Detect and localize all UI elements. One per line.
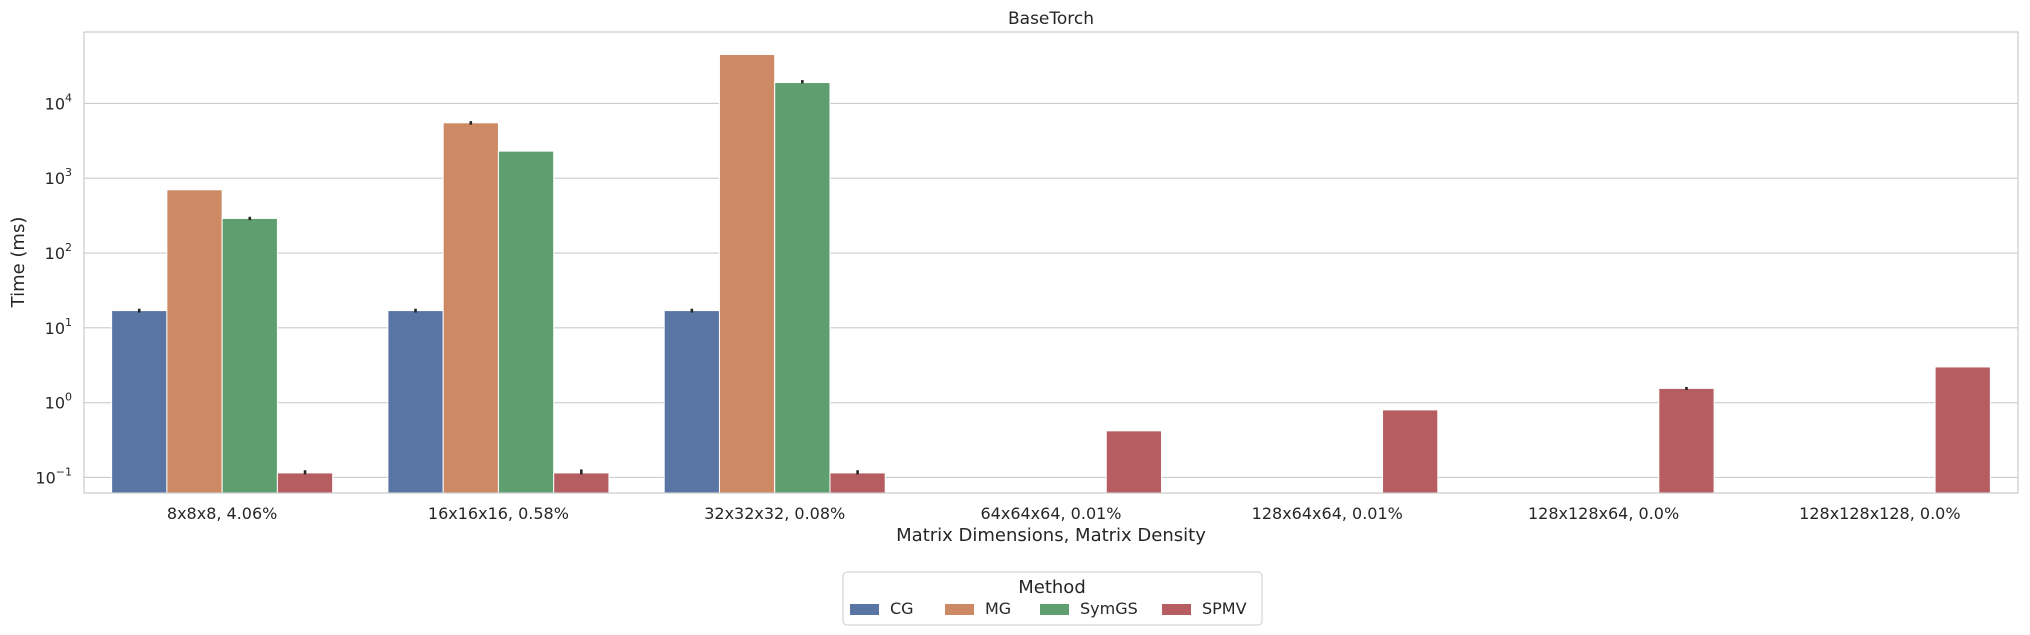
plot-background: [84, 32, 2018, 493]
bar-spmv-1: [553, 472, 610, 494]
bar-spmv-3: [1105, 430, 1163, 494]
legend-label: CG: [890, 599, 914, 618]
chart-title: BaseTorch: [1008, 9, 1094, 29]
x-tick-label: 128x64x64, 0.01%: [1252, 504, 1403, 523]
bar-spmv-4: [1382, 409, 1439, 494]
legend-items: CG MG SymGS SPMV: [850, 599, 1247, 618]
legend-item-mg: MG: [945, 599, 1011, 618]
y-tick-label: 101: [45, 316, 72, 338]
bar-symgs-0: [221, 217, 278, 494]
legend-swatch: [1162, 604, 1191, 615]
bar-mg-0: [166, 189, 223, 494]
bar-spmv-0: [276, 472, 334, 494]
x-tick-label: 64x64x64, 0.01%: [980, 504, 1121, 523]
bar-mg-2: [718, 54, 776, 494]
bar-symgs-2: [774, 82, 831, 494]
legend-swatch: [1040, 604, 1069, 615]
bars: [111, 54, 1991, 494]
legend-label: SymGS: [1080, 599, 1138, 618]
x-tick-label: 128x128x64, 0.0%: [1528, 504, 1679, 523]
bar-mg-1: [442, 122, 499, 494]
legend-label: SPMV: [1202, 599, 1247, 618]
y-tick-labels: 10−1 100 101 102 103 104: [35, 91, 72, 487]
bar-cg-1: [387, 310, 444, 494]
legend-item-symgs: SymGS: [1040, 599, 1138, 618]
bar-cg-2: [663, 310, 720, 494]
legend-title: Method: [1018, 577, 1086, 598]
bar-symgs-1: [497, 150, 555, 494]
legend-label: MG: [985, 599, 1011, 618]
legend: Method CG MG SymGS SPMV: [842, 571, 1263, 626]
plot-frame: [83, 31, 2019, 494]
bar-cg-0: [111, 310, 168, 494]
y-tick-label: 102: [45, 241, 72, 263]
y-axis-label: Time (ms): [8, 217, 29, 309]
x-tick-labels: 8x8x8, 4.06% 16x16x16, 0.58% 32x32x32, 0.0…: [167, 504, 1961, 523]
legend-item-spmv: SPMV: [1162, 599, 1247, 618]
y-tick-label: 104: [45, 91, 72, 113]
legend-item-cg: CG: [850, 599, 914, 618]
bar-spmv-5: [1658, 387, 1715, 494]
legend-swatch: [945, 604, 974, 615]
x-tick-label: 8x8x8, 4.06%: [167, 504, 277, 523]
bar-spmv-6: [1934, 366, 1991, 494]
legend-swatch: [850, 604, 879, 615]
x-axis-label: Matrix Dimensions, Matrix Density: [896, 525, 1206, 546]
x-tick-label: 128x128x128, 0.0%: [1799, 504, 1960, 523]
error-bars: [137, 80, 1688, 475]
bar-spmv-2: [829, 472, 886, 494]
y-tick-label: 100: [45, 391, 72, 413]
x-tick-label: 16x16x16, 0.58%: [428, 504, 569, 523]
y-tick-label: 10−1: [35, 465, 72, 487]
y-tick-label: 103: [45, 166, 72, 188]
x-tick-label: 32x32x32, 0.08%: [704, 504, 845, 523]
